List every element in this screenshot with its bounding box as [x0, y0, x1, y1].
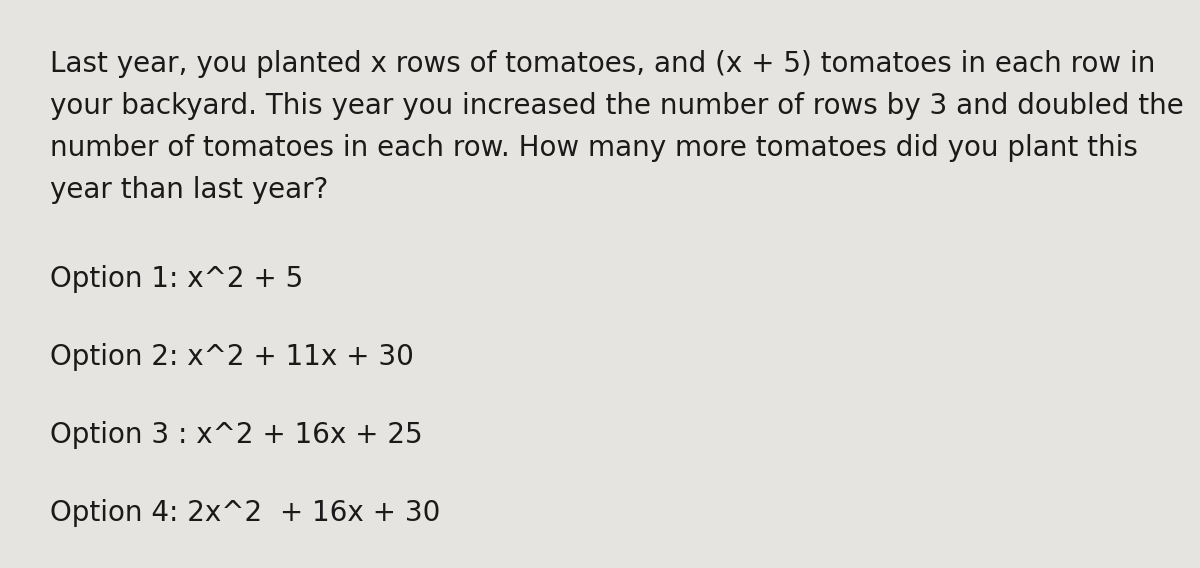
Text: Option 2: x^2 + 11x + 30: Option 2: x^2 + 11x + 30 — [50, 343, 414, 371]
Text: Option 4: 2x^2  + 16x + 30: Option 4: 2x^2 + 16x + 30 — [50, 499, 440, 527]
Text: Option 1: x^2 + 5: Option 1: x^2 + 5 — [50, 265, 304, 293]
Text: Last year, you planted x rows of tomatoes, and (x + 5) tomatoes in each row in: Last year, you planted x rows of tomatoe… — [50, 50, 1156, 78]
Text: year than last year?: year than last year? — [50, 176, 329, 204]
Text: number of tomatoes in each row. How many more tomatoes did you plant this: number of tomatoes in each row. How many… — [50, 134, 1138, 162]
Text: Option 3 : x^2 + 16x + 25: Option 3 : x^2 + 16x + 25 — [50, 421, 422, 449]
Text: your backyard. This year you increased the number of rows by 3 and doubled the: your backyard. This year you increased t… — [50, 92, 1183, 120]
